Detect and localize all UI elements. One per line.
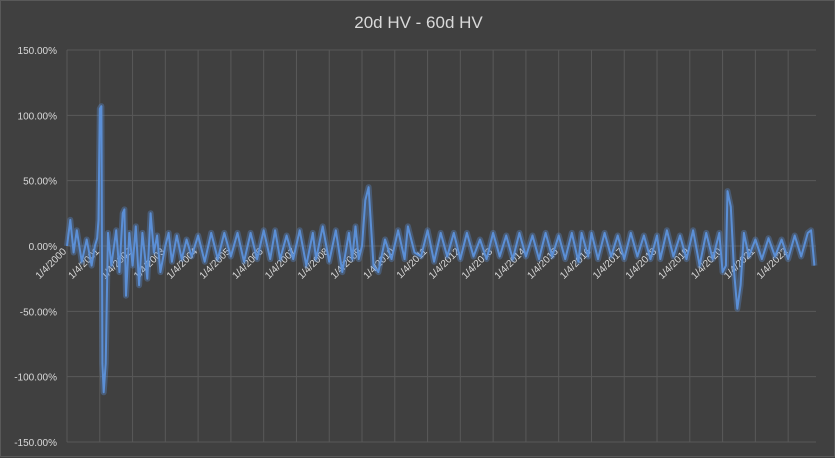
y-tick-label: 50.00%	[23, 177, 57, 188]
y-tick-label: -100.00%	[14, 373, 57, 384]
y-tick-label: 100.00%	[18, 111, 58, 122]
y-tick-label: -150.00%	[14, 438, 57, 449]
y-tick-label: 150.00%	[18, 46, 58, 57]
chart-title: 20d HV - 60d HV	[354, 13, 483, 32]
y-tick-label: -50.00%	[20, 307, 57, 318]
series-line	[66, 105, 816, 394]
y-tick-label: 0.00%	[29, 242, 57, 253]
